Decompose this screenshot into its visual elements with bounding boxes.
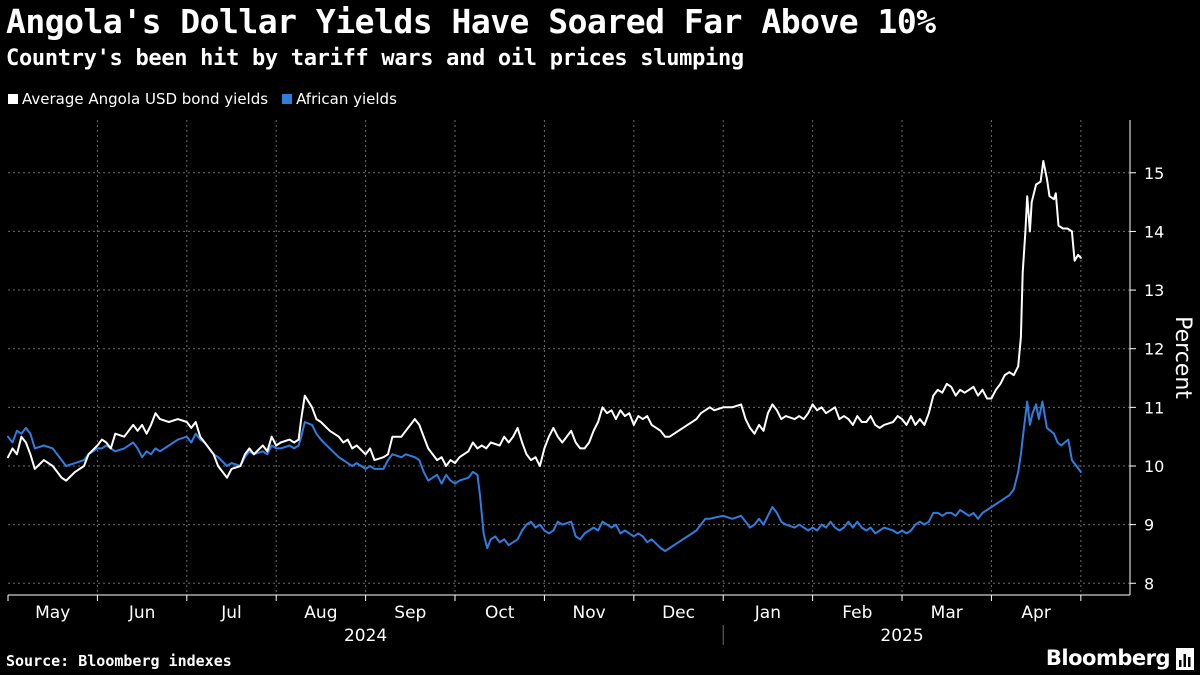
source-note: Source: Bloomberg indexes: [6, 652, 232, 670]
x-month-label-sep: Sep: [394, 603, 426, 623]
y-tick-label-12: 12: [1144, 340, 1164, 359]
x-month-label-feb: Feb: [842, 603, 872, 623]
legend-swatch-angola: [8, 94, 18, 104]
x-month-label-dec: Dec: [662, 603, 695, 623]
x-month-label-jul: Jul: [220, 603, 242, 623]
y-tick-label-8: 8: [1144, 574, 1154, 593]
legend-item-angola: Average Angola USD bond yields: [8, 90, 268, 108]
y-tick-label-11: 11: [1144, 398, 1164, 417]
chart-title: Angola's Dollar Yields Have Soared Far A…: [6, 2, 936, 41]
x-month-label-jan: Jan: [754, 603, 781, 623]
series-line-african: [7, 400, 1082, 552]
chart-subtitle: Country's been hit by tariff wars and oi…: [6, 46, 744, 71]
y-tick-label-13: 13: [1144, 281, 1164, 300]
legend-item-african: African yields: [282, 90, 397, 108]
y-tick-label-15: 15: [1144, 164, 1164, 183]
x-month-label-may: May: [35, 603, 70, 623]
x-month-label-mar: Mar: [931, 603, 963, 623]
bloomberg-logo: Bloomberg: [1045, 646, 1171, 670]
legend-label-african: African yields: [296, 90, 397, 108]
y-tick-label-9: 9: [1144, 516, 1154, 535]
x-month-label-aug: Aug: [304, 603, 337, 623]
legend-swatch-african: [282, 94, 293, 104]
x-month-label-nov: Nov: [573, 603, 606, 623]
x-year-label-2025: 2025: [880, 626, 923, 646]
legend: Average Angola USD bond yields African y…: [8, 90, 397, 108]
x-year-label-2024: 2024: [344, 626, 387, 646]
y-axis-title: Percent: [1170, 316, 1195, 399]
y-tick-label-14: 14: [1144, 222, 1164, 241]
bloomberg-chart-icon: [1176, 648, 1194, 670]
series-line-angola: [7, 160, 1082, 482]
y-tick-label-10: 10: [1144, 457, 1164, 476]
x-month-label-apr: Apr: [1021, 603, 1050, 623]
x-month-label-oct: Oct: [485, 603, 515, 623]
x-month-label-jun: Jun: [128, 603, 156, 623]
legend-label-angola: Average Angola USD bond yields: [22, 90, 269, 108]
